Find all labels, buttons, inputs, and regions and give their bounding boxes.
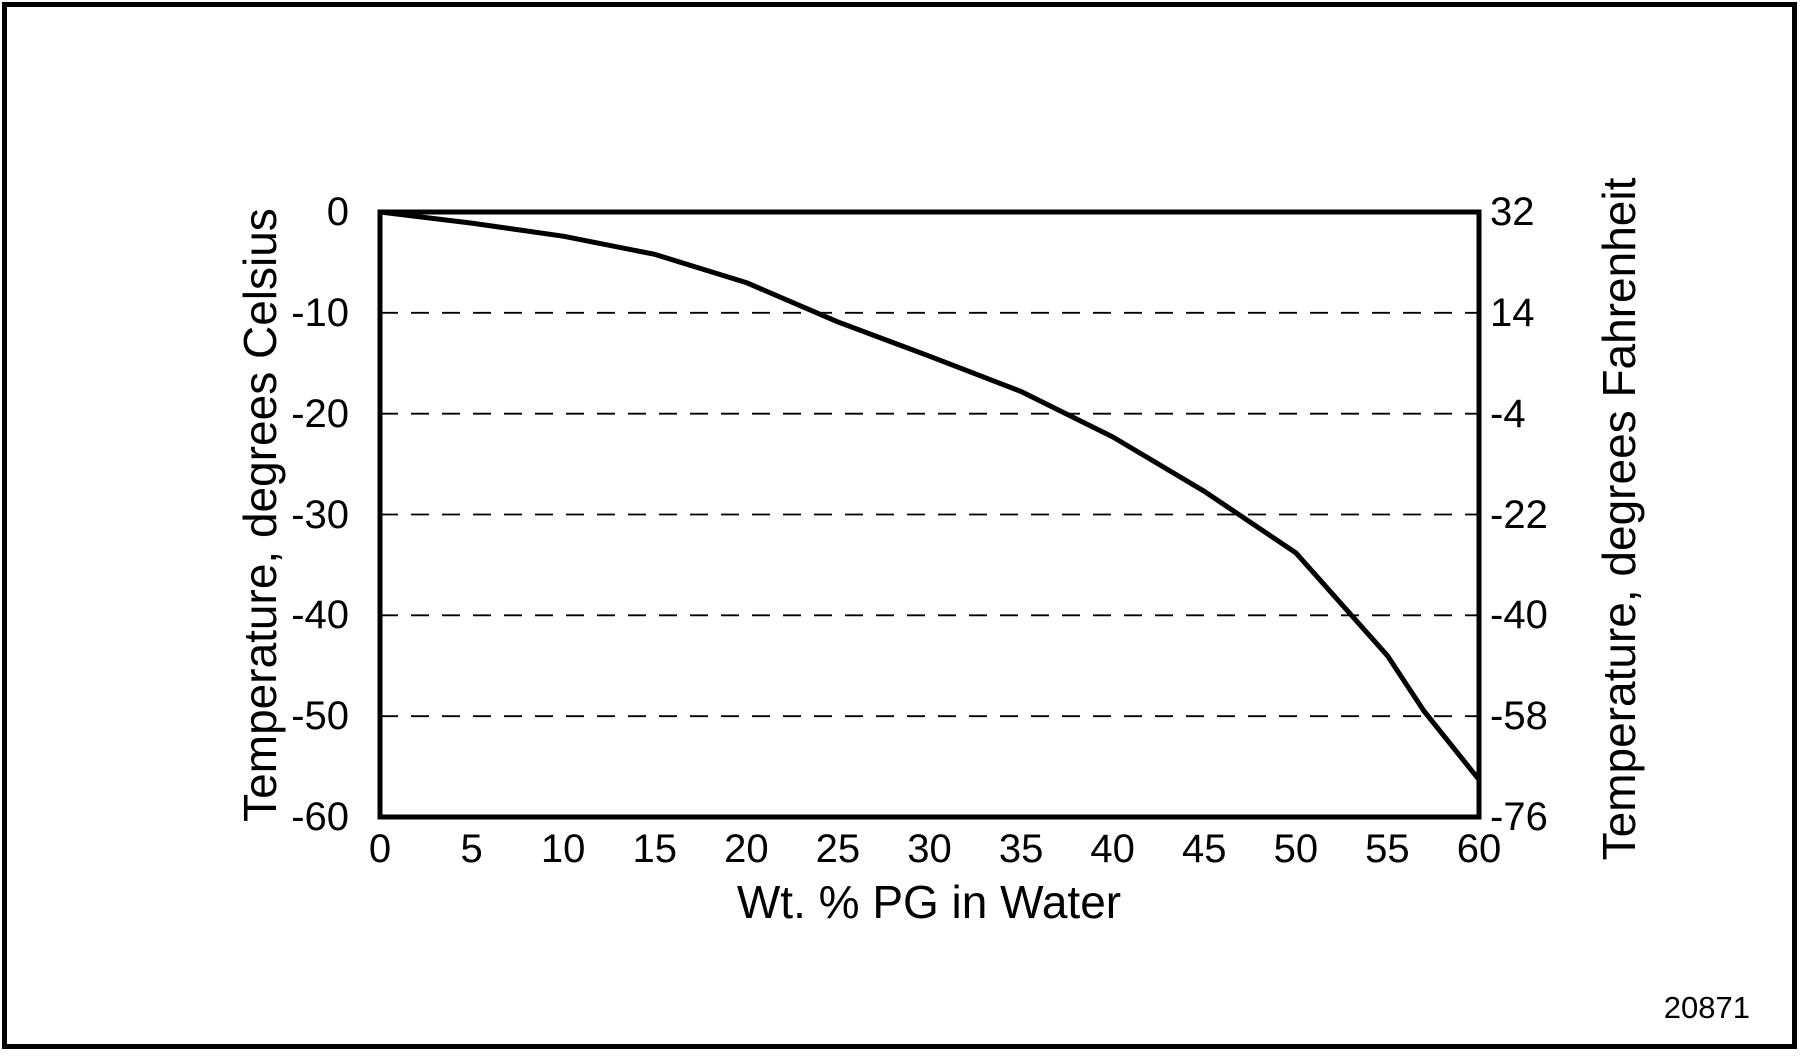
- x-tick-label: 15: [632, 827, 678, 871]
- y-right-tick-label: 14: [1490, 290, 1535, 335]
- x-tick-label: 50: [1273, 827, 1319, 871]
- y-right-tick-label: -58: [1490, 694, 1548, 739]
- y-right-tick-label: -4: [1490, 391, 1526, 436]
- y-right-tick-label: -40: [1490, 593, 1548, 638]
- y-axis-label-fahrenheit: Temperature, degrees Fahrenheit: [1593, 177, 1645, 861]
- x-tick-label: 40: [1090, 827, 1135, 871]
- x-tick-label: 10: [540, 827, 586, 871]
- plot-area: [377, 209, 1482, 820]
- x-tick-label: 0: [368, 827, 392, 871]
- y-right-tick-label: 32: [1490, 190, 1535, 234]
- freezing-point-curve: [377, 209, 1482, 783]
- y-left-tick-label: -50: [291, 694, 349, 739]
- figure-number: 20871: [1663, 990, 1750, 1025]
- y-left-tick-label: -40: [291, 593, 349, 638]
- y-left-tick-label: -20: [291, 391, 349, 436]
- x-tick-label: 25: [815, 827, 861, 871]
- y-right-tick-label: -22: [1490, 492, 1548, 537]
- x-tick-label: 30: [907, 827, 952, 871]
- x-tick-label: 55: [1365, 827, 1410, 871]
- x-tick-label: 35: [998, 827, 1044, 871]
- y-right-tick-label: -76: [1490, 795, 1548, 839]
- chart-canvas: [377, 209, 1482, 820]
- x-axis-label: Wt. % PG in Water: [736, 876, 1122, 928]
- x-tick-label: 45: [1182, 827, 1227, 871]
- y-left-tick-label: 0: [326, 190, 349, 234]
- y-left-tick-label: -30: [291, 492, 349, 537]
- y-left-tick-label: -10: [291, 290, 349, 335]
- x-tick-label: 5: [460, 827, 483, 871]
- x-tick-label: 20: [724, 827, 769, 871]
- x-tick-label: 60: [1456, 827, 1502, 871]
- y-axis-label-celsius: Temperature, degrees Celsius: [234, 208, 286, 822]
- y-left-tick-label: -60: [291, 795, 349, 839]
- plot-frame: [377, 209, 1482, 820]
